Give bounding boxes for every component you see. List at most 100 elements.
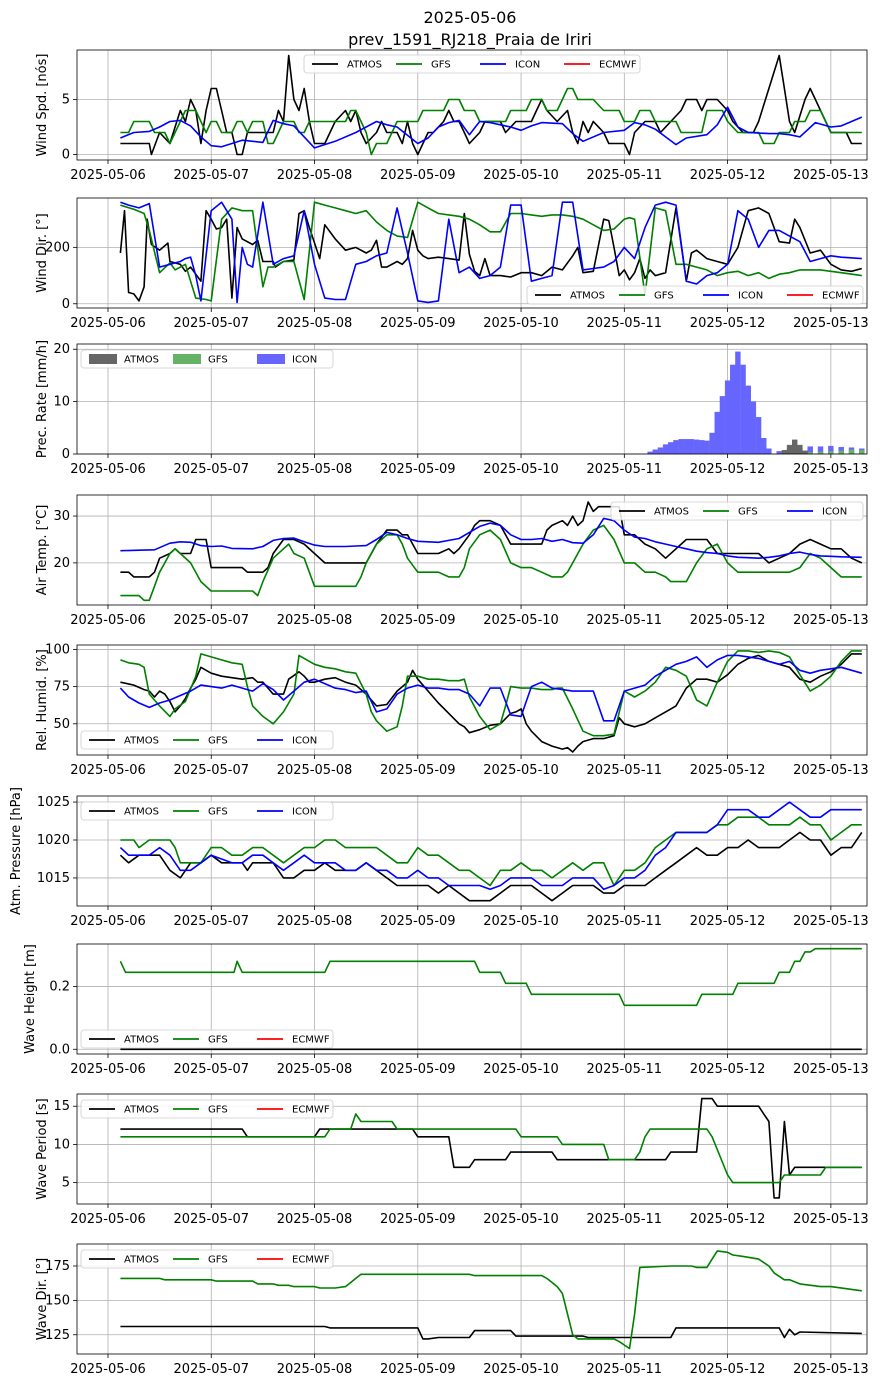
x-tick-label: 2025-05-09 [380, 914, 456, 929]
x-tick-label: 2025-05-12 [690, 613, 766, 628]
bar [714, 411, 720, 454]
legend-label-gfs: GFS [431, 60, 451, 71]
y-axis-label: Wave Period [s] [35, 1098, 50, 1199]
y-tick-label: 50 [53, 717, 70, 732]
y-tick-label: 0 [62, 447, 70, 462]
bar [802, 450, 808, 454]
x-tick-label: 2025-05-08 [277, 316, 353, 331]
y-axis-label: Wind Dir. [°] [35, 213, 50, 293]
x-tick-label: 2025-05-12 [690, 316, 766, 331]
bar [719, 396, 726, 454]
bar [750, 401, 757, 454]
x-tick-label: 2025-05-06 [70, 462, 146, 477]
axes-frame [76, 343, 868, 455]
panel-wind_spd: 0 5 2025-05-06 2025-05-07 2025-05-08 2025-05-… [35, 49, 869, 183]
series-line-atmos [120, 1325, 862, 1340]
panels: 0 5 2025-05-06 2025-05-07 2025-05-08 2025-05-… [9, 49, 869, 1377]
x-tick-label: 2025-05-08 [277, 1062, 353, 1077]
legend-box [80, 801, 334, 821]
axes-frame [76, 494, 868, 606]
figure-title-date: 2025-05-06 [424, 8, 517, 27]
legend-label-gfs: GFS [208, 1035, 228, 1046]
bar [688, 439, 695, 454]
x-tick-label: 2025-05-10 [483, 914, 559, 929]
series-line-gfs [120, 650, 862, 737]
panel-rel_humid: 50 75 100 2025-05-06 2025-05-07 2025-05-08 202… [35, 642, 869, 778]
y-tick-label: 1020 [37, 833, 70, 848]
legend-label-atmos: ATMOS [124, 1035, 159, 1046]
x-tick-label: 2025-05-09 [380, 613, 456, 628]
legend-label-atmos: ATMOS [654, 507, 689, 518]
plot-area [119, 201, 863, 304]
x-tick-label: 2025-05-12 [690, 914, 766, 929]
bar [838, 446, 844, 454]
legend: ATMOS GFS ECMWF [80, 1099, 334, 1119]
bar [766, 448, 772, 454]
bar [724, 380, 731, 454]
panel-wind_dir: 0 200 2025-05-06 2025-05-07 2025-05-08 2025-0… [35, 197, 869, 331]
x-tick-label: 2025-05-11 [587, 1212, 663, 1227]
x-tick-label: 2025-05-08 [277, 1362, 353, 1377]
y-tick-label: 1015 [37, 871, 70, 886]
bar [781, 450, 788, 454]
x-tick-label: 2025-05-06 [70, 1062, 146, 1077]
y-tick-label: 150 [45, 1293, 70, 1308]
legend: ATMOS GFS ICON [610, 501, 864, 521]
bar [761, 438, 767, 454]
series-line-icon [119, 801, 862, 891]
legend: ATMOS GFS ICON ECMWF [526, 285, 864, 305]
x-tick-label: 2025-05-07 [173, 462, 249, 477]
x-tick-label: 2025-05-09 [380, 1062, 456, 1077]
legend-label-icon: ICON [738, 291, 763, 302]
legend: ATMOS GFS ICON [80, 349, 334, 369]
legend-box [526, 285, 864, 305]
legend-label-gfs: GFS [208, 807, 228, 818]
legend-label-atmos: ATMOS [124, 1255, 159, 1266]
legend-label-ecmwf: ECMWF [292, 1035, 330, 1046]
legend-label-atmos: ATMOS [124, 807, 159, 818]
series-line-atmos [119, 831, 863, 902]
y-tick-label: 15 [53, 1099, 70, 1114]
x-tick-label: 2025-05-08 [277, 763, 353, 778]
series-line-gfs [120, 524, 862, 602]
x-tick-label: 2025-05-08 [277, 462, 353, 477]
bar [786, 444, 793, 454]
x-tick-label: 2025-05-11 [587, 763, 663, 778]
legend-box [80, 1249, 334, 1269]
panel-atm_press: 1015 1020 1025 2025-05-06 2025-05-07 2025-05-… [9, 787, 869, 929]
series-line-icon [120, 201, 862, 304]
x-tick-label: 2025-05-13 [793, 763, 869, 778]
axes-frame [76, 644, 868, 756]
plot-area [120, 1097, 862, 1199]
bar [678, 439, 684, 454]
legend-label-gfs: GFS [208, 1105, 228, 1116]
legend-label-atmos: ATMOS [347, 60, 382, 71]
bar [662, 444, 669, 454]
bar [745, 385, 751, 454]
y-tick-label: 100 [45, 642, 70, 657]
plot-area [120, 1250, 862, 1350]
x-tick-label: 2025-05-12 [690, 763, 766, 778]
y-tick-label: 5 [62, 1176, 70, 1191]
legend-label-gfs: GFS [208, 355, 228, 366]
x-tick-label: 2025-05-12 [690, 462, 766, 477]
legend-box [610, 501, 864, 521]
x-tick-label: 2025-05-10 [483, 1362, 559, 1377]
legend-swatch-icon [257, 354, 285, 364]
y-tick-label: 175 [45, 1259, 70, 1274]
x-tick-label: 2025-05-11 [587, 613, 663, 628]
panel-wave_period: 5 10 15 2025-05-06 2025-05-07 2025-05-08 2025-… [35, 1093, 869, 1227]
bar [792, 439, 798, 454]
legend: ATMOS GFS ECMWF [80, 1249, 334, 1269]
plot-area [119, 947, 862, 1051]
x-tick-label: 2025-05-09 [380, 462, 456, 477]
x-tick-label: 2025-05-07 [173, 914, 249, 929]
x-tick-label: 2025-05-13 [793, 316, 869, 331]
x-tick-label: 2025-05-09 [380, 1362, 456, 1377]
bar [709, 432, 715, 454]
series-line-atmos [120, 653, 862, 753]
legend: ATMOS GFS ICON ECMWF [303, 54, 641, 74]
series-line-gfs [120, 87, 862, 156]
series-line-gfs [120, 816, 862, 887]
